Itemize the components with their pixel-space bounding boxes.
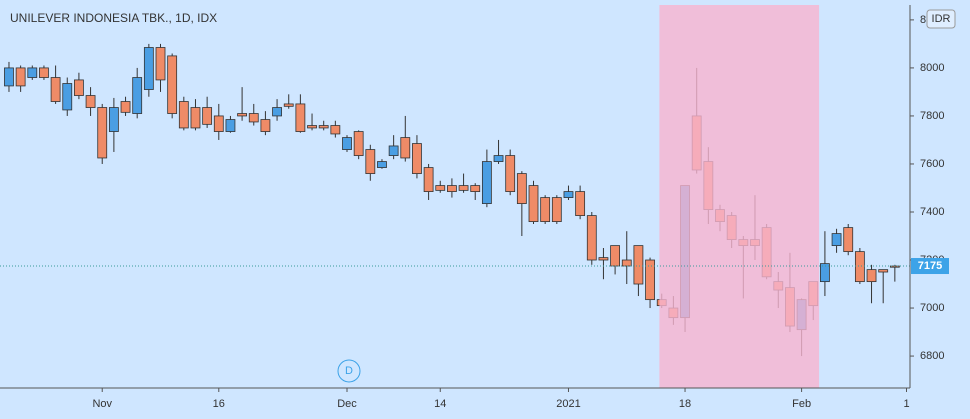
candle-body bbox=[505, 155, 516, 192]
candle-body bbox=[167, 55, 178, 114]
candle-body bbox=[62, 83, 73, 111]
candle-body bbox=[540, 197, 551, 222]
candle-body bbox=[248, 113, 259, 123]
candle-body bbox=[108, 107, 119, 132]
candle-body bbox=[820, 263, 830, 283]
y-tick-label: 8000 bbox=[920, 62, 944, 74]
candle-body bbox=[27, 67, 38, 78]
candle-body bbox=[610, 245, 620, 267]
candle-body bbox=[342, 137, 352, 150]
candle-body bbox=[97, 107, 108, 159]
x-tick-label: Feb bbox=[792, 398, 811, 410]
x-tick-label: 1 bbox=[903, 398, 909, 410]
chart-title: UNILEVER INDONESIA TBK., 1D, IDX bbox=[10, 11, 217, 25]
candle-body bbox=[85, 95, 96, 108]
candle-body bbox=[423, 167, 434, 192]
candle-body bbox=[563, 191, 574, 198]
candle-body bbox=[295, 103, 306, 132]
y-tick-label: 6800 bbox=[920, 350, 944, 362]
candle-body bbox=[843, 227, 854, 253]
overlay bbox=[0, 5, 910, 388]
candle-body bbox=[365, 149, 376, 174]
interval-badge[interactable] bbox=[337, 359, 361, 383]
candle-body bbox=[74, 79, 84, 96]
candle-body bbox=[633, 245, 644, 285]
candle-body bbox=[854, 251, 865, 283]
candle-body bbox=[645, 259, 655, 301]
candle-body bbox=[15, 67, 26, 87]
currency-box bbox=[926, 9, 956, 29]
candle-body bbox=[330, 125, 341, 135]
candle-body bbox=[528, 185, 539, 222]
candle-body bbox=[551, 197, 562, 222]
y-tick-label: 7400 bbox=[920, 206, 944, 218]
candle-body bbox=[586, 215, 597, 261]
candle-body bbox=[377, 161, 387, 168]
x-tick-label: 16 bbox=[213, 398, 225, 410]
last-price-label: 7175 bbox=[918, 260, 942, 272]
last-price-tag bbox=[911, 258, 949, 275]
candle-body bbox=[621, 259, 632, 267]
candle-body bbox=[120, 101, 131, 113]
candle-body bbox=[400, 137, 411, 159]
interval-badge-label[interactable]: D bbox=[345, 365, 353, 377]
candle-body bbox=[39, 67, 49, 78]
x-tick-label: 18 bbox=[679, 398, 691, 410]
candle-body bbox=[447, 185, 457, 192]
candle-body bbox=[237, 113, 247, 117]
x-tick-label: 14 bbox=[434, 398, 446, 410]
candle-body bbox=[132, 77, 143, 114]
candle-body bbox=[412, 143, 422, 174]
candle-body bbox=[493, 155, 504, 162]
candle-body bbox=[143, 47, 154, 90]
x-tick-label: Nov bbox=[92, 398, 112, 410]
candle-body bbox=[353, 131, 364, 156]
candle-body bbox=[318, 125, 329, 129]
candle-body bbox=[388, 145, 399, 156]
y-tick-label: 7800 bbox=[920, 110, 944, 122]
candle-body bbox=[435, 185, 446, 191]
x-tick-label: 2021 bbox=[556, 398, 580, 410]
y-tick-label: 7000 bbox=[920, 302, 944, 314]
candle-body bbox=[260, 119, 271, 132]
highlight-band bbox=[659, 5, 820, 388]
candle-body bbox=[470, 185, 481, 192]
candle-body bbox=[50, 77, 61, 102]
candle-body bbox=[516, 173, 527, 204]
candle-body bbox=[283, 103, 294, 107]
candle-body bbox=[4, 67, 14, 87]
candle-body bbox=[575, 191, 586, 216]
candle-body bbox=[866, 269, 877, 283]
candle-body bbox=[598, 257, 609, 261]
candle-body bbox=[307, 125, 317, 129]
candle-body bbox=[178, 101, 189, 129]
candle-body bbox=[155, 47, 166, 81]
currency-label: IDR bbox=[932, 13, 951, 25]
y-tick-label: 8 bbox=[920, 14, 926, 26]
candle-body bbox=[272, 107, 282, 117]
axes: 68007000720074007600780080008Nov16Dec142… bbox=[92, 9, 956, 410]
candle-body bbox=[481, 161, 492, 204]
candle-body bbox=[458, 185, 469, 191]
y-tick-label: 7600 bbox=[920, 158, 944, 170]
candle-body bbox=[831, 233, 842, 247]
candle-body bbox=[225, 119, 236, 132]
candle-body bbox=[213, 115, 224, 132]
x-tick-label: Dec bbox=[337, 398, 357, 410]
candle-body bbox=[190, 107, 201, 129]
candle-body bbox=[202, 107, 213, 125]
candle-body bbox=[878, 269, 889, 273]
